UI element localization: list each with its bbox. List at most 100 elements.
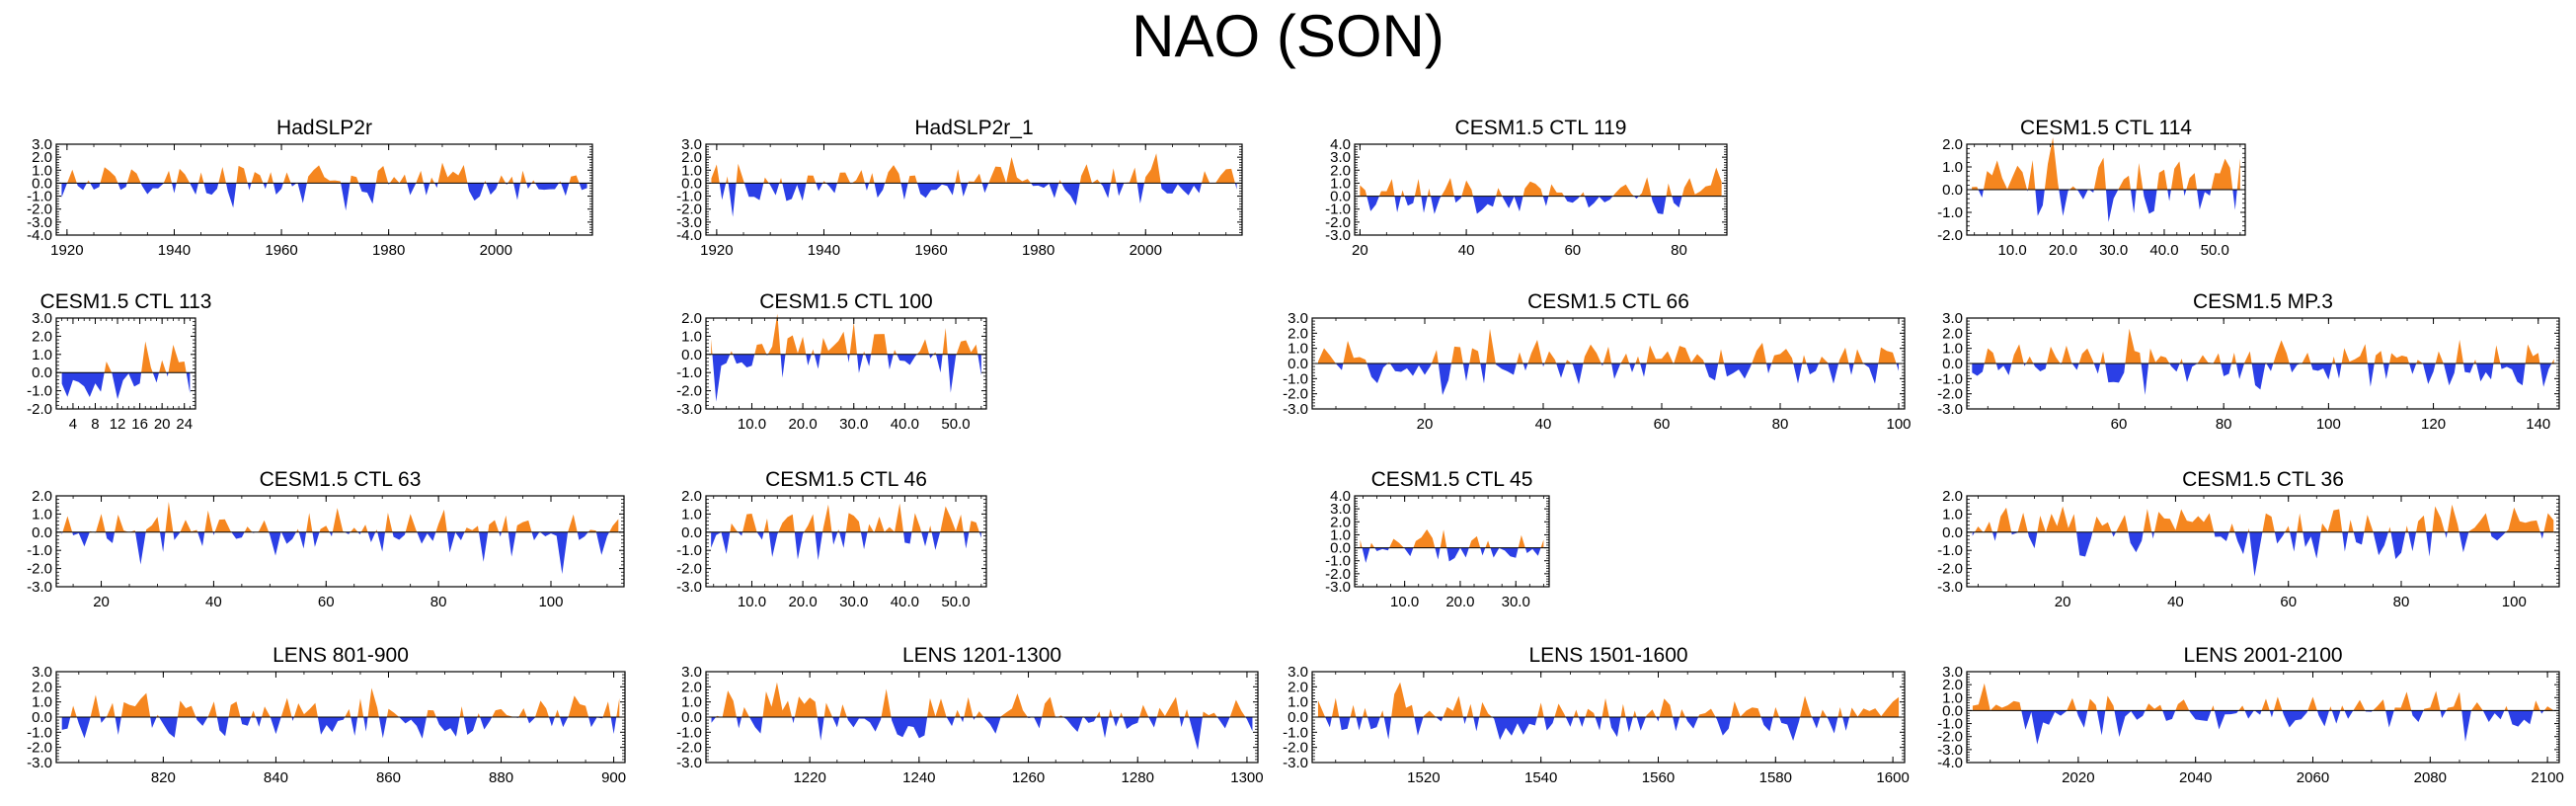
y-tick-label: -1.0 — [27, 383, 52, 400]
x-tick-label: 40.0 — [891, 594, 919, 610]
y-tick-label: 1.0 — [1942, 159, 1963, 176]
x-tick-label: 10.0 — [738, 594, 766, 610]
negative-area — [1972, 363, 2552, 395]
panel-5: CESM1.5 CTL 113 -2.0-1.0 0.01.0 2.03.0 4 8 12 1… — [27, 290, 211, 433]
x-tick-label: 1940 — [158, 242, 191, 259]
y-tick-label: 1.0 — [1330, 175, 1351, 192]
y-tick-label: 0.0 — [681, 175, 702, 192]
y-tick-label: -2.0 — [1325, 214, 1351, 231]
y-tick-label: -1.0 — [676, 189, 702, 205]
x-tick-label: 40 — [1535, 416, 1552, 433]
y-tick-label: 2.0 — [1288, 679, 1308, 695]
x-tick-label: 30.0 — [2099, 242, 2128, 259]
y-tick-label: 1.0 — [32, 694, 52, 711]
y-tick-label: 3.0 — [32, 664, 52, 681]
plot-frame — [705, 143, 1243, 236]
y-tick-label: -2.0 — [1937, 561, 1963, 578]
x-tick-label: 60 — [318, 594, 335, 610]
plot-frame — [1966, 671, 2560, 764]
panel-title: CESM1.5 CTL 36 — [2182, 468, 2344, 491]
negative-area — [1972, 531, 2544, 577]
panel-14: LENS 1201-1300 -3.0-2.0-1.00.01.02.03.0 12… — [676, 644, 1263, 786]
positive-area — [1360, 167, 1722, 197]
panel-title: CESM1.5 CTL 66 — [1527, 290, 1689, 313]
y-tick-label: 2.0 — [1330, 514, 1351, 530]
y-tick-label: 2.0 — [1330, 162, 1351, 179]
negative-area — [719, 183, 1237, 217]
y-tick-label: 0.0 — [681, 709, 702, 726]
y-tick-label: -1.0 — [1283, 724, 1308, 741]
positive-area — [711, 313, 978, 355]
y-tick-label: -2.0 — [1937, 227, 1963, 244]
x-tick-label: 10.0 — [1390, 594, 1419, 610]
y-tick-label: -3.0 — [1283, 401, 1308, 418]
y-tick-label: -1.0 — [1283, 370, 1308, 387]
panel-6: CESM1.5 CTL 100 -3.0-2.0 -1.00.0 1.02.0 10.0… — [676, 290, 987, 433]
x-tick-label: 20 — [154, 416, 171, 433]
panel-16: LENS 2001-2100 -4.0-3.0-2.0-1.00.01.02.03… — [1937, 644, 2564, 786]
negative-area — [711, 717, 1253, 751]
x-tick-label: 1940 — [808, 242, 840, 259]
x-tick-label: 50.0 — [2201, 242, 2229, 259]
y-tick-label: 4.0 — [1330, 136, 1351, 153]
y-tick-label: 2.0 — [1288, 325, 1308, 342]
y-tick-label: 3.0 — [1288, 310, 1308, 327]
panel-title: HadSLP2r — [276, 117, 372, 139]
panel-15: LENS 1501-1600 -3.0-2.0-1.00.01.02.03.0 15… — [1283, 644, 1910, 786]
y-tick-label: 0.0 — [1942, 702, 1963, 719]
x-tick-label: 120 — [2421, 416, 2446, 433]
y-tick-label: 1.0 — [32, 506, 52, 523]
positive-area — [104, 341, 187, 373]
x-tick-label: 60 — [1654, 416, 1671, 433]
y-tick-label: -4.0 — [1937, 755, 1963, 771]
plot-frame — [1354, 495, 1550, 588]
x-tick-label: 1980 — [1022, 242, 1054, 259]
y-tick-label: -2.0 — [676, 383, 702, 400]
y-tick-label: -1.0 — [1325, 202, 1351, 218]
x-tick-label: 50.0 — [941, 594, 970, 610]
y-tick-label: 3.0 — [32, 310, 52, 327]
y-tick-label: -3.0 — [1325, 579, 1351, 596]
x-tick-label: 40 — [205, 594, 222, 610]
y-tick-label: -3.0 — [676, 579, 702, 596]
y-tick-label: -2.0 — [27, 740, 52, 757]
panel-title: LENS 801-900 — [273, 644, 409, 667]
x-tick-label: 1960 — [914, 242, 947, 259]
y-tick-label: 3.0 — [32, 136, 52, 153]
x-tick-label: 4 — [69, 416, 77, 433]
negative-area — [1978, 190, 2237, 222]
x-tick-label: 1960 — [265, 242, 297, 259]
x-tick-label: 1220 — [793, 769, 825, 786]
y-tick-label: -3.0 — [676, 755, 702, 771]
y-tick-label: 2.0 — [681, 310, 702, 327]
y-tick-label: 3.0 — [681, 664, 702, 681]
y-tick-label: 2.0 — [1942, 325, 1963, 342]
y-tick-label: 1.0 — [681, 328, 702, 345]
y-tick-label: -1.0 — [1937, 542, 1963, 559]
positive-area — [67, 162, 580, 184]
x-tick-label: 880 — [489, 769, 513, 786]
x-tick-label: 10.0 — [1998, 242, 2027, 259]
x-tick-label: 140 — [2526, 416, 2550, 433]
x-tick-label: 24 — [176, 416, 193, 433]
y-tick-label: 3.0 — [1330, 149, 1351, 166]
x-tick-label: 2000 — [480, 242, 512, 259]
x-tick-label: 1240 — [902, 769, 935, 786]
panel-12: CESM1.5 CTL 36 -3.0-2.0 -1.00.01.02.0 20 40 6… — [1937, 468, 2560, 610]
panel-title: LENS 1501-1600 — [1528, 644, 1687, 667]
x-tick-label: 60 — [2280, 594, 2297, 610]
negative-area — [2021, 710, 2544, 745]
positive-area — [62, 502, 619, 532]
x-tick-label: 860 — [376, 769, 401, 786]
x-tick-label: 30.0 — [1502, 594, 1530, 610]
x-tick-label: 820 — [151, 769, 176, 786]
y-tick-label: 1.0 — [681, 506, 702, 523]
x-tick-label: 30.0 — [839, 416, 868, 433]
x-tick-label: 1260 — [1012, 769, 1045, 786]
y-tick-label: 0.0 — [1288, 356, 1308, 372]
panel-title: CESM1.5 CTL 45 — [1371, 468, 1533, 491]
negative-area — [61, 531, 610, 575]
y-tick-label: -1.0 — [1937, 370, 1963, 387]
y-tick-label: -2.0 — [1325, 566, 1351, 583]
y-tick-label: 1.0 — [1288, 341, 1308, 358]
